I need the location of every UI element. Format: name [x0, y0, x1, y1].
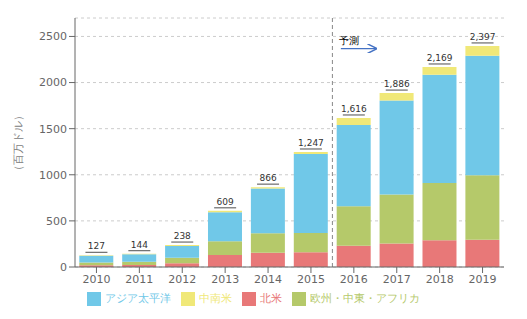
svg-text:1500: 1500 [39, 123, 67, 136]
svg-text:2019: 2019 [469, 273, 497, 286]
html-text:北米: 北米 [260, 292, 282, 305]
svg-text:2017: 2017 [383, 273, 411, 286]
svg-text:（百万ドル）: （百万ドル） [12, 110, 25, 176]
svg-text:2015: 2015 [297, 273, 325, 286]
svg-text:1,616: 1,616 [341, 104, 367, 114]
svg-text:2018: 2018 [426, 273, 454, 286]
html-text:欧州・中東・アフリカ: 欧州・中東・アフリカ [310, 292, 420, 305]
svg-text:2014: 2014 [254, 273, 282, 286]
svg-text:2013: 2013 [211, 273, 239, 286]
svg-text:238: 238 [174, 231, 191, 241]
svg-text:2016: 2016 [340, 273, 368, 286]
svg-text:500: 500 [46, 215, 67, 228]
svg-text:1,886: 1,886 [384, 79, 410, 89]
svg-text:866: 866 [259, 173, 276, 183]
svg-text:予測: 予測 [339, 35, 359, 46]
svg-text:1,247: 1,247 [298, 138, 324, 148]
svg-text:2012: 2012 [168, 273, 196, 286]
svg-text:2010: 2010 [82, 273, 110, 286]
svg-text:144: 144 [131, 240, 148, 250]
svg-text:2500: 2500 [39, 30, 67, 43]
svg-text:609: 609 [217, 197, 234, 207]
svg-text:2,169: 2,169 [427, 53, 453, 63]
svg-text:0: 0 [60, 261, 67, 274]
html-text:中南米: 中南米 [199, 292, 232, 305]
svg-text:2,397: 2,397 [470, 32, 496, 42]
svg-text:2000: 2000 [39, 76, 67, 89]
svg-text:1000: 1000 [39, 169, 67, 182]
svg-text:2011: 2011 [125, 273, 153, 286]
html-text:アジア太平洋: アジア太平洋 [105, 292, 171, 305]
svg-text:127: 127 [88, 241, 105, 251]
